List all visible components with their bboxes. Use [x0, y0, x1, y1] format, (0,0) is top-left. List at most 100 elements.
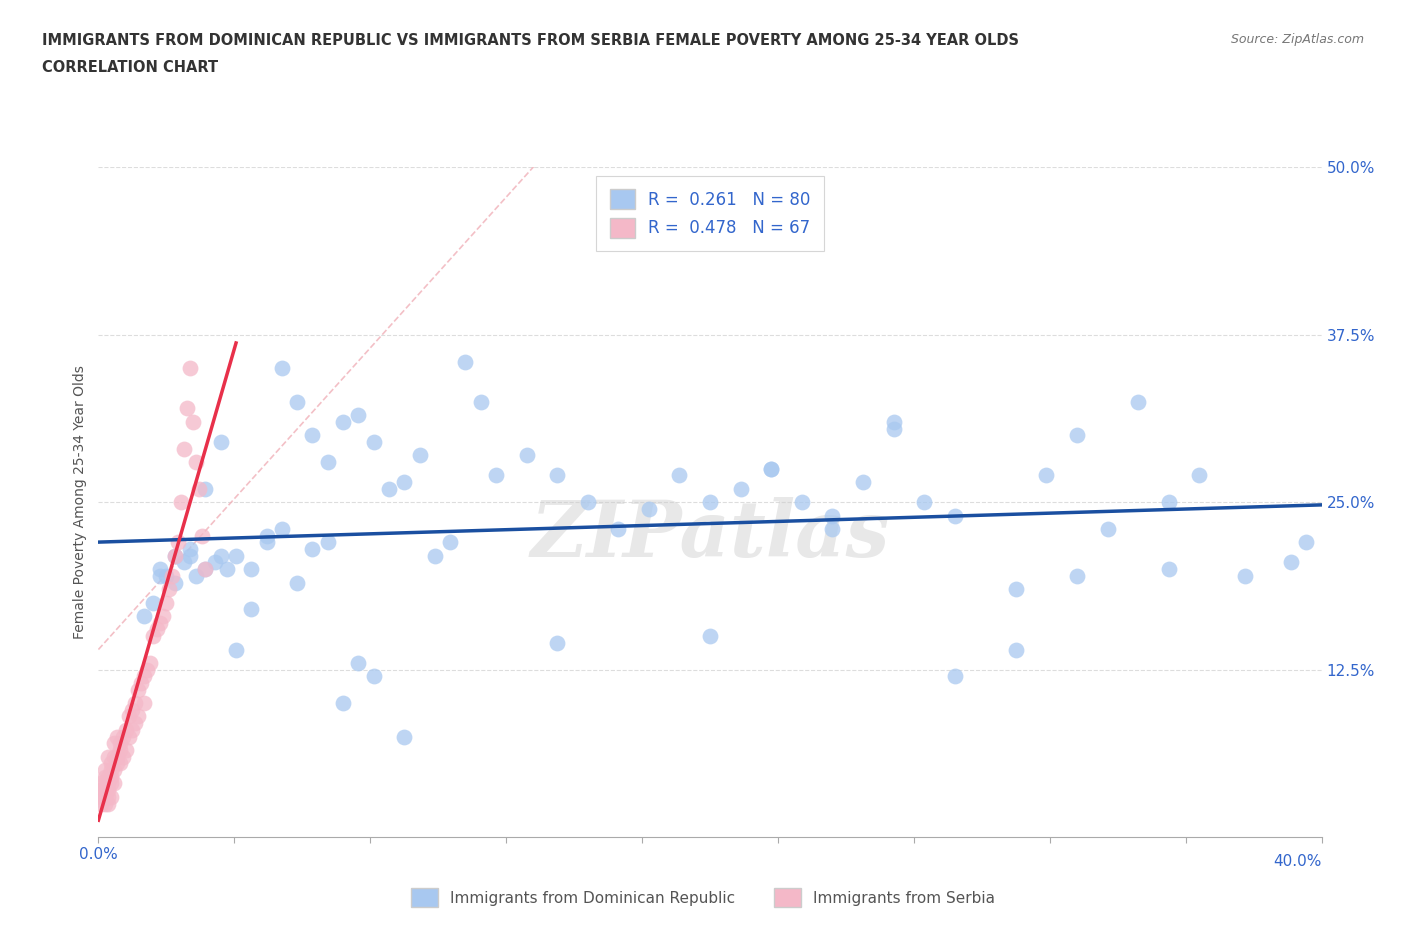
Point	[943, 508, 966, 523]
Point	[240, 562, 263, 577]
Point	[883, 415, 905, 430]
Point	[149, 562, 172, 577]
Point	[176, 401, 198, 416]
Y-axis label: Female Poverty Among 25-34 Year Olds: Female Poverty Among 25-34 Year Olds	[73, 365, 87, 639]
Point	[316, 455, 339, 470]
Point	[124, 716, 146, 731]
Point	[301, 428, 323, 443]
Point	[454, 354, 477, 369]
Point	[378, 482, 401, 497]
Point	[759, 461, 782, 476]
Text: ZIPatlas: ZIPatlas	[530, 498, 890, 574]
Point	[100, 756, 122, 771]
Point	[699, 629, 721, 644]
Point	[93, 796, 115, 811]
Point	[97, 776, 120, 790]
Point	[90, 796, 112, 811]
Point	[607, 522, 630, 537]
Point	[423, 549, 446, 564]
Point	[240, 602, 263, 617]
Point	[134, 696, 156, 711]
Point	[1234, 568, 1257, 583]
Point	[285, 575, 308, 590]
Point	[93, 769, 115, 784]
Point	[97, 750, 120, 764]
Point	[118, 709, 141, 724]
Point	[157, 582, 180, 597]
Point	[142, 629, 165, 644]
Point	[256, 535, 278, 550]
Point	[408, 448, 430, 463]
Point	[127, 683, 149, 698]
Point	[1097, 522, 1119, 537]
Point	[759, 461, 782, 476]
Point	[439, 535, 461, 550]
Point	[134, 669, 156, 684]
Point	[270, 361, 292, 376]
Point	[152, 608, 174, 623]
Point	[1157, 495, 1180, 510]
Point	[637, 501, 661, 516]
Point	[912, 495, 935, 510]
Point	[118, 729, 141, 744]
Text: CORRELATION CHART: CORRELATION CHART	[42, 60, 218, 75]
Point	[316, 535, 339, 550]
Point	[285, 394, 308, 409]
Point	[194, 562, 217, 577]
Point	[821, 522, 844, 537]
Point	[668, 468, 690, 483]
Point	[301, 541, 323, 556]
Point	[105, 729, 128, 744]
Point	[100, 769, 122, 784]
Point	[225, 549, 247, 564]
Point	[134, 608, 156, 623]
Point	[1128, 394, 1150, 409]
Point	[103, 776, 125, 790]
Point	[347, 407, 370, 422]
Point	[1188, 468, 1211, 483]
Point	[392, 474, 416, 489]
Point	[730, 482, 752, 497]
Point	[699, 495, 721, 510]
Point	[821, 508, 844, 523]
Point	[93, 790, 115, 804]
Point	[1035, 468, 1057, 483]
Point	[179, 541, 201, 556]
Point	[363, 669, 385, 684]
Point	[90, 776, 112, 790]
Point	[215, 562, 238, 577]
Point	[93, 763, 115, 777]
Point	[97, 783, 120, 798]
Point	[186, 568, 208, 583]
Point	[883, 421, 905, 436]
Point	[108, 756, 131, 771]
Point	[103, 763, 125, 777]
Point	[145, 622, 167, 637]
Point	[790, 495, 813, 510]
Point	[163, 575, 186, 590]
Point	[142, 595, 165, 610]
Point	[149, 616, 172, 631]
Point	[136, 662, 159, 677]
Point	[93, 790, 115, 804]
Point	[103, 750, 125, 764]
Point	[155, 568, 177, 583]
Point	[108, 742, 131, 757]
Point	[225, 642, 247, 657]
Point	[149, 568, 172, 583]
Point	[115, 723, 138, 737]
Point	[181, 415, 204, 430]
Point	[129, 675, 152, 690]
Point	[173, 441, 195, 456]
Point	[363, 434, 385, 449]
Text: IMMIGRANTS FROM DOMINICAN REPUBLIC VS IMMIGRANTS FROM SERBIA FEMALE POVERTY AMON: IMMIGRANTS FROM DOMINICAN REPUBLIC VS IM…	[42, 33, 1019, 47]
Point	[115, 742, 138, 757]
Point	[209, 434, 232, 449]
Point	[108, 736, 131, 751]
Point	[124, 696, 146, 711]
Point	[90, 783, 112, 798]
Point	[546, 635, 568, 650]
Point	[332, 696, 354, 711]
Point	[103, 736, 125, 751]
Point	[188, 482, 211, 497]
